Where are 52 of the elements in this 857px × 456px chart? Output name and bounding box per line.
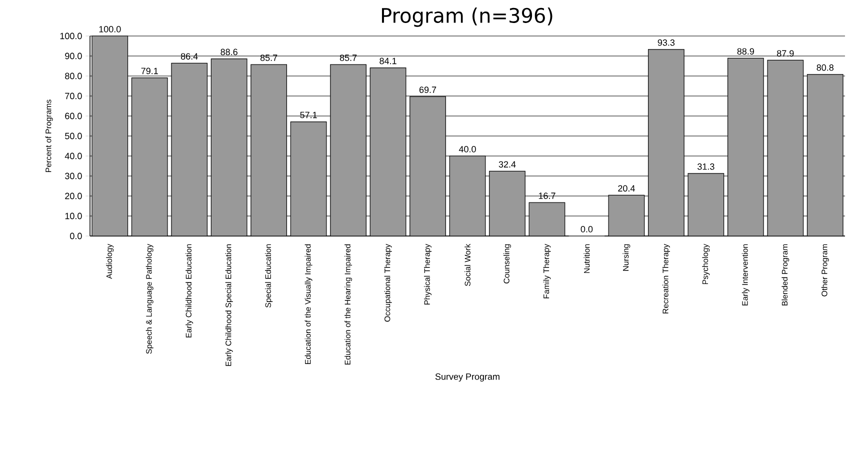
x-tick-label: Recreation Therapy — [662, 244, 670, 314]
y-tick-label: 20.0 — [65, 192, 82, 200]
chart-title: Program (n=396) — [382, 8, 552, 27]
data-label: 85.7 — [340, 54, 357, 61]
data-label: 20.4 — [618, 185, 635, 192]
data-label: 32.4 — [498, 161, 516, 168]
data-label: 0.0 — [580, 226, 593, 232]
data-label: 16.7 — [538, 192, 556, 199]
y-tick-label: 100.0 — [60, 32, 82, 40]
x-tick-label: Early Childhood Special Education — [225, 244, 233, 366]
x-tick-label: Education of the Visually Impaired — [304, 244, 312, 364]
x-tick-label: Counseling — [504, 244, 511, 284]
x-tick-label: Physical Therapy — [424, 244, 432, 304]
x-tick-label: Early Intervention — [742, 244, 750, 306]
data-label: 86.4 — [180, 53, 198, 60]
y-axis-title: Percent of Programs — [45, 100, 53, 172]
data-label: 88.6 — [220, 48, 238, 56]
y-tick-label: 40.0 — [64, 152, 82, 160]
x-tick-label: Audiology — [106, 244, 114, 279]
data-label: 40.0 — [458, 146, 476, 152]
y-tick-label: 70.0 — [65, 92, 82, 100]
y-tick-label: 0.0 — [70, 232, 82, 240]
x-tick-label: Social Work — [464, 244, 470, 286]
data-label: 69.7 — [419, 86, 436, 93]
x-axis-title: Survey Program — [435, 373, 500, 382]
y-tick-label: 60.0 — [65, 112, 82, 120]
data-label: 87.9 — [777, 50, 794, 57]
x-tick-label: Family Therapy — [543, 244, 551, 298]
data-label: 79.1 — [141, 68, 158, 74]
data-label: 93.3 — [658, 39, 675, 46]
x-tick-label: Nutrition — [584, 244, 590, 273]
data-label: 31.3 — [698, 163, 714, 170]
x-tick-label: Psychology — [702, 244, 710, 284]
data-label: 88.9 — [737, 48, 754, 55]
data-label: 84.1 — [380, 58, 396, 64]
y-tick-label: 80.0 — [65, 72, 82, 80]
y-tick-label: 10.0 — [65, 212, 82, 220]
x-tick-label: Occupational Therapy — [384, 244, 392, 322]
x-tick-label: Other Program — [821, 244, 829, 296]
y-tick-label: 90.0 — [65, 52, 82, 60]
data-label: 85.7 — [260, 54, 278, 61]
y-tick-label: 50.0 — [65, 132, 82, 140]
x-tick-label: Early Childhood Education — [186, 244, 194, 338]
x-tick-label: Speech & Language Pathology — [146, 244, 154, 354]
x-tick-label: Nursing — [622, 244, 630, 271]
y-tick-label: 30.0 — [65, 172, 82, 180]
data-label: 57.1 — [300, 112, 317, 118]
x-tick-label: Special Education — [265, 244, 273, 308]
x-tick-label: Blended Program — [782, 244, 790, 306]
data-label: 100.0 — [99, 26, 121, 32]
x-tick-label: Education of the Hearing Impaired — [344, 244, 352, 365]
data-label: 80.8 — [816, 64, 834, 71]
